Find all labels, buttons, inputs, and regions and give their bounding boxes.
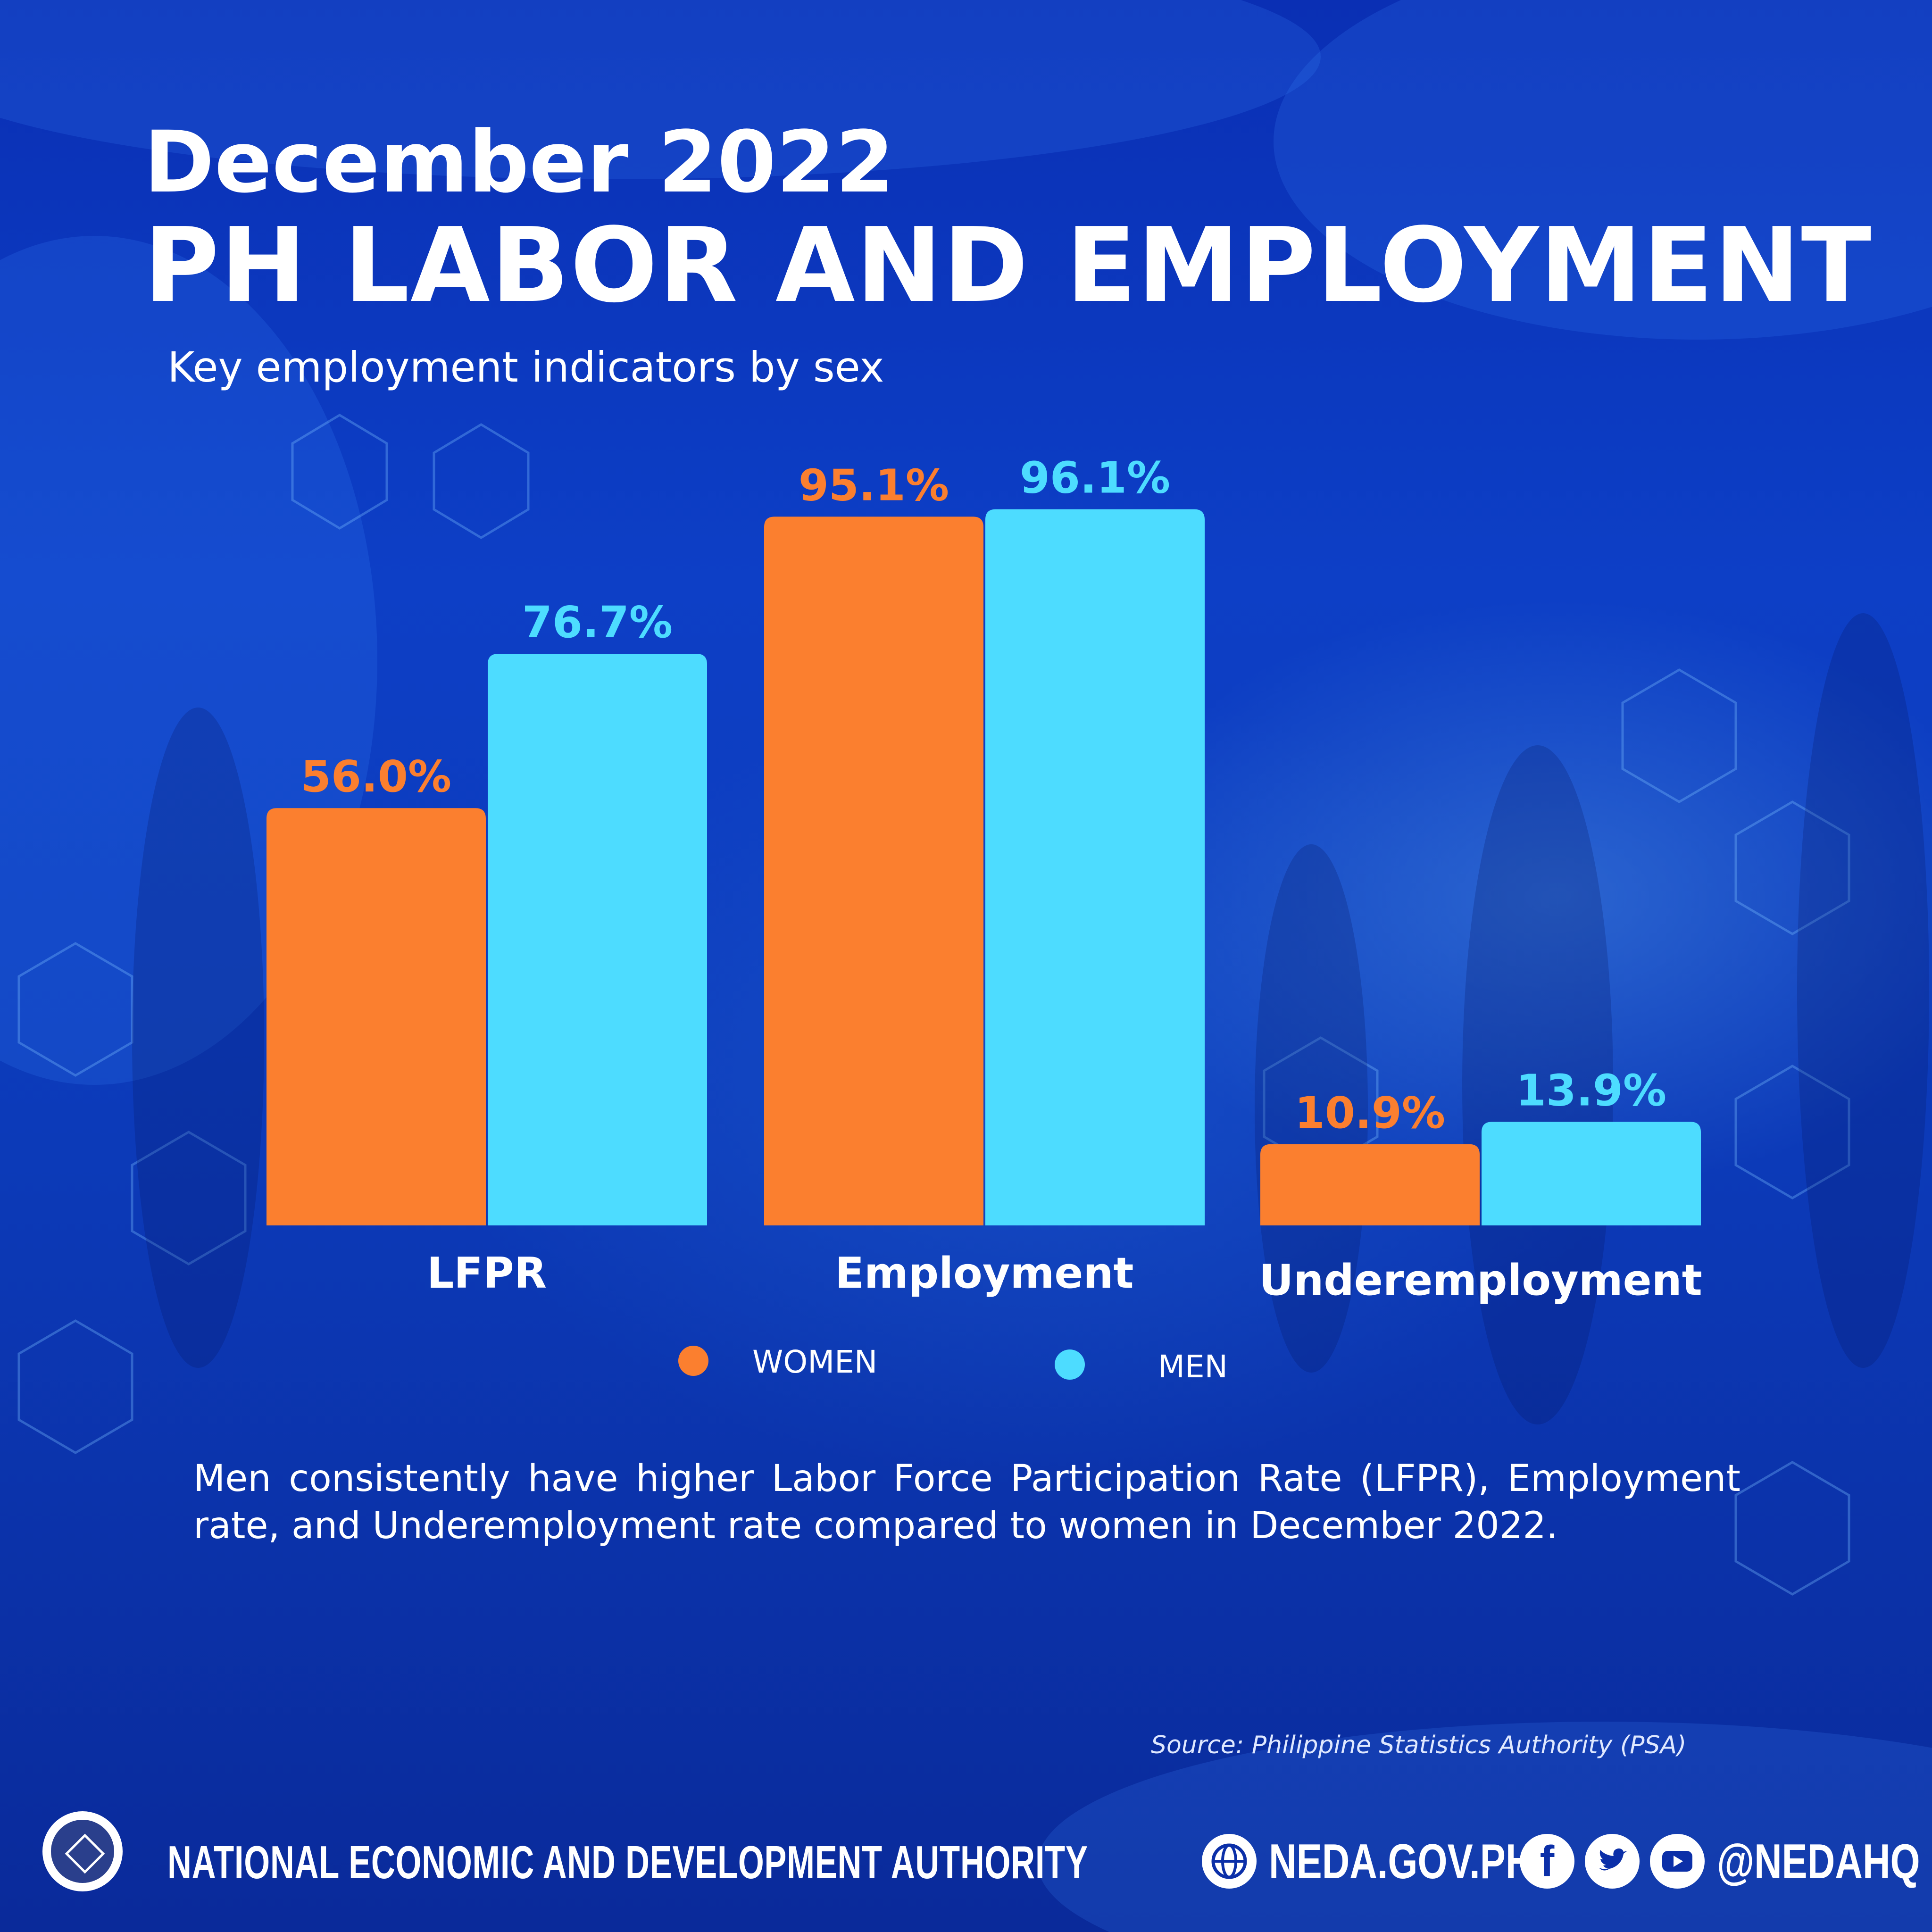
data-label-lfpr-men: 76.7% xyxy=(522,597,673,648)
bar-underemployment-women xyxy=(1260,1144,1480,1225)
data-label-underemployment-men: 13.9% xyxy=(1516,1065,1666,1116)
globe-icon xyxy=(1202,1834,1257,1889)
social-handle[interactable]: @NEDAHQ xyxy=(1717,1834,1920,1889)
category-label-employment: Employment xyxy=(835,1249,1134,1298)
legend-dot-men xyxy=(1055,1349,1085,1380)
title-line-2: PH LABOR AND EMPLOYMENT xyxy=(144,206,1873,325)
data-label-lfpr-women: 56.0% xyxy=(301,751,451,802)
bar-employment-men xyxy=(985,509,1205,1225)
facebook-icon[interactable]: f xyxy=(1520,1834,1574,1889)
subtitle: Key employment indicators by sex xyxy=(167,343,884,391)
bar-lfpr-men xyxy=(488,654,707,1225)
data-label-employment-women: 95.1% xyxy=(799,460,949,510)
legend-dot-women xyxy=(678,1346,708,1376)
bar-employment-women xyxy=(764,516,983,1225)
bar-underemployment-men xyxy=(1482,1122,1701,1225)
neda-seal-icon xyxy=(42,1811,123,1891)
youtube-icon[interactable] xyxy=(1650,1834,1705,1889)
category-label-lfpr: LFPR xyxy=(427,1249,547,1298)
source-text: Source: Philippine Statistics Authority … xyxy=(1151,1731,1687,1759)
summary-note: Men consistently have higher Labor Force… xyxy=(193,1457,1740,1547)
title-line-1: December 2022 xyxy=(144,113,895,212)
bar-lfpr-women xyxy=(266,808,486,1225)
legend-label-men: MEN xyxy=(1158,1349,1228,1385)
category-label-underemployment: Underemployment xyxy=(1259,1256,1702,1305)
website-link[interactable]: NEDA.GOV.PH xyxy=(1269,1834,1533,1889)
footer-org-name: NATIONAL ECONOMIC AND DEVELOPMENT AUTHOR… xyxy=(167,1836,1088,1888)
twitter-icon[interactable] xyxy=(1585,1834,1640,1889)
data-label-underemployment-women: 10.9% xyxy=(1295,1088,1445,1138)
data-label-employment-men: 96.1% xyxy=(1020,453,1170,503)
legend-label-women: WOMEN xyxy=(752,1344,877,1380)
